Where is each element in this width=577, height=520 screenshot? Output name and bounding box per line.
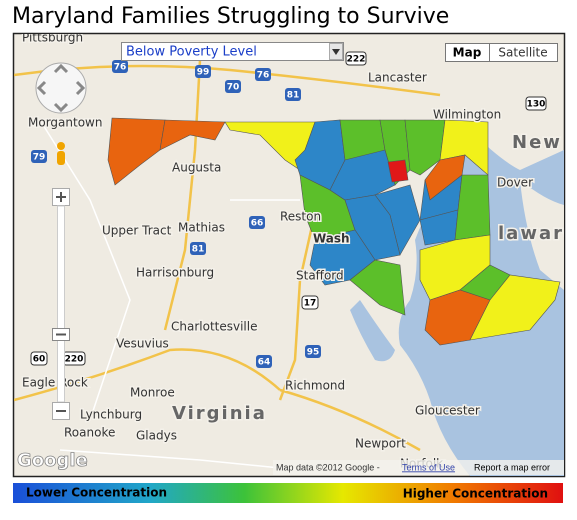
place-label: Lynchburg: [80, 408, 142, 422]
road-shield: 17: [304, 299, 317, 309]
place-label: Newport: [355, 437, 406, 451]
place-label: Stafford: [296, 269, 344, 283]
place-label: Gloucester: [415, 404, 480, 418]
road-shields: 76 99 70 76 81 222 130 79 66 81 17 64 95…: [30, 51, 547, 368]
road-shield: 64: [258, 358, 271, 368]
road-shield: 79: [33, 153, 46, 163]
road-shield: 81: [192, 245, 205, 255]
place-label: Gladys: [136, 429, 177, 443]
place-label: Richmond: [285, 379, 345, 393]
place-label: Lancaster: [368, 71, 427, 85]
place-label: Virginia: [172, 403, 267, 424]
place-label: Dover: [497, 176, 533, 190]
place-label: Charlottesville: [171, 320, 257, 334]
place-label: Vesuvius: [116, 337, 169, 351]
road-shield: 60: [33, 355, 46, 365]
map-button[interactable]: Map: [453, 46, 482, 60]
satellite-button[interactable]: Satellite: [498, 46, 547, 60]
attribution-bar: [273, 460, 564, 475]
road-shield: 66: [251, 219, 264, 229]
place-label: Wilmington: [433, 108, 501, 122]
terms-link[interactable]: Terms of Use: [402, 462, 455, 472]
road-shield: 70: [227, 83, 240, 93]
zoom-control[interactable]: [52, 188, 70, 420]
place-label: Monroe: [130, 386, 175, 400]
place-label: Morgantown: [28, 116, 102, 130]
counties: [107, 117, 561, 346]
place-label: Wash: [313, 232, 350, 246]
road-shield: 130: [527, 100, 546, 110]
legend-high-label: Higher Concentration: [403, 487, 548, 501]
road-shield: 76: [114, 63, 127, 73]
legend-low-label: Lower Concentration: [26, 486, 167, 500]
layer-select[interactable]: Below Poverty Level: [121, 42, 344, 61]
legend-gradient: [13, 483, 563, 503]
pan-control[interactable]: [35, 62, 87, 114]
place-label: Eagle Rock: [22, 376, 88, 390]
place-label: Augusta: [172, 161, 221, 175]
page-title: Maryland Families Struggling to Survive: [12, 4, 449, 29]
place-label: Pittsburgh: [22, 31, 83, 45]
place-label: laware: [498, 223, 577, 244]
place-label: Upper Tract: [102, 224, 172, 238]
land: [520, 180, 564, 290]
road-shield: 222: [347, 55, 366, 65]
layer-select-value[interactable]: Below Poverty Level: [126, 45, 257, 60]
map-type-buttons[interactable]: Map Satellite: [445, 43, 558, 62]
street-view-pegman[interactable]: [57, 142, 65, 165]
report-error-link[interactable]: Report a map error: [474, 462, 550, 472]
road-shield: 220: [65, 355, 84, 365]
place-label: Reston: [280, 210, 321, 224]
google-logo: Google: [17, 450, 88, 471]
road-shield: 95: [307, 348, 320, 358]
attribution-text: Map data ©2012 Google -: [276, 462, 380, 472]
road-shield: 81: [287, 91, 300, 101]
place-label: Harrisonburg: [136, 266, 214, 280]
road-shield: 99: [197, 68, 210, 78]
place-labels: Pittsburgh Lancaster Wilmington Morganto…: [21, 31, 577, 472]
place-label: Mathias: [178, 221, 225, 235]
road-shield: 76: [257, 71, 270, 81]
place-label: New: [512, 132, 562, 153]
place-label: Roanoke: [64, 426, 115, 440]
water: [350, 300, 395, 362]
